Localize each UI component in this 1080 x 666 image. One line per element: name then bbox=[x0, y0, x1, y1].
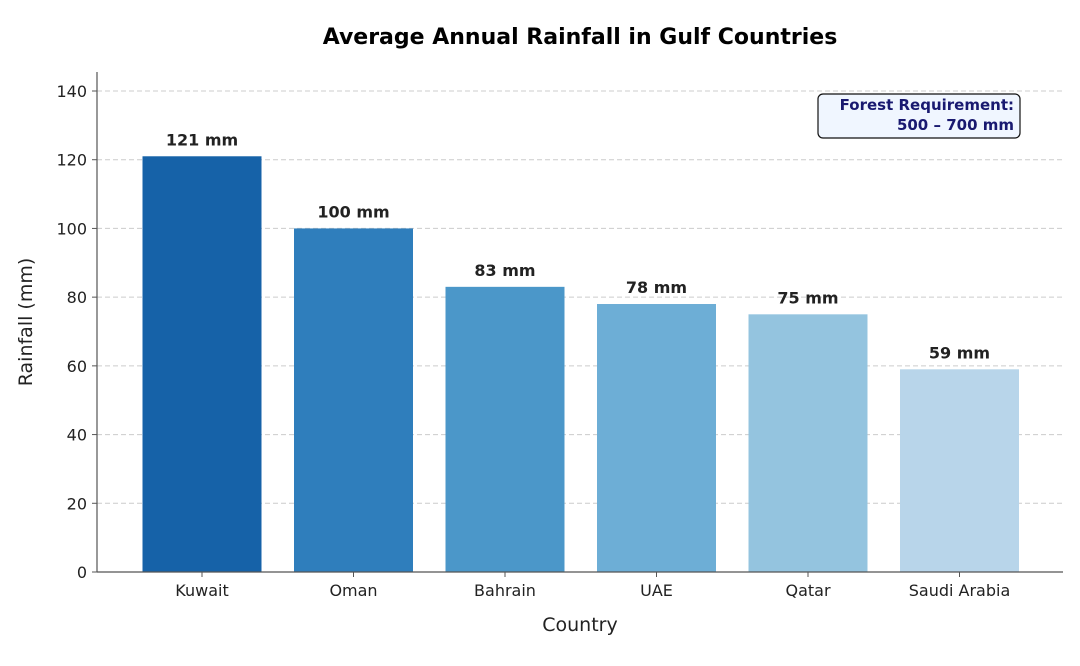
x-tick-label: Oman bbox=[329, 581, 377, 600]
chart-title: Average Annual Rainfall in Gulf Countrie… bbox=[323, 25, 838, 50]
y-tick-label: 80 bbox=[67, 288, 87, 307]
forest-requirement-note: Forest Requirement: 500 – 700 mm bbox=[817, 93, 1021, 139]
bar-labels: 121 mm 100 mm 83 mm 78 mm 75 mm 59 mm bbox=[166, 130, 990, 362]
x-axis-title: Country bbox=[542, 614, 617, 636]
y-tick-label: 0 bbox=[77, 563, 87, 582]
note-line-1: Forest Requirement: bbox=[840, 96, 1014, 114]
bar-bahrain bbox=[445, 286, 565, 572]
bar-saudi-arabia bbox=[900, 369, 1019, 572]
bar-value-label: 121 mm bbox=[166, 130, 238, 149]
bars bbox=[142, 156, 1019, 572]
y-ticks: 0 20 40 60 80 100 120 140 bbox=[56, 82, 97, 582]
y-tick-label: 60 bbox=[67, 357, 87, 376]
bar-value-label: 100 mm bbox=[317, 202, 389, 221]
bar-value-label: 75 mm bbox=[777, 288, 838, 307]
y-tick-label: 120 bbox=[56, 151, 87, 170]
y-axis-title: Rainfall (mm) bbox=[15, 258, 37, 387]
bar-kuwait bbox=[142, 156, 262, 572]
bar-oman bbox=[294, 228, 413, 572]
y-tick-label: 100 bbox=[56, 219, 87, 238]
bar-uae bbox=[597, 304, 716, 572]
y-tick-label: 140 bbox=[56, 82, 87, 101]
bar-value-label: 59 mm bbox=[929, 343, 990, 362]
note-box bbox=[817, 93, 1021, 139]
x-tick-label: Bahrain bbox=[474, 581, 536, 600]
x-tick-label: UAE bbox=[640, 581, 673, 600]
bar-value-label: 78 mm bbox=[626, 278, 687, 297]
y-tick-label: 40 bbox=[67, 426, 87, 445]
x-tick-label: Saudi Arabia bbox=[909, 581, 1011, 600]
note-line-2: 500 – 700 mm bbox=[897, 116, 1014, 134]
y-tick-label: 20 bbox=[67, 494, 87, 513]
x-tick-label: Kuwait bbox=[175, 581, 228, 600]
bar-qatar bbox=[748, 314, 868, 572]
bar-value-label: 83 mm bbox=[474, 261, 535, 280]
x-ticks: Kuwait Oman Bahrain UAE Qatar Saudi Arabia bbox=[175, 572, 1010, 600]
x-tick-label: Qatar bbox=[785, 581, 830, 600]
